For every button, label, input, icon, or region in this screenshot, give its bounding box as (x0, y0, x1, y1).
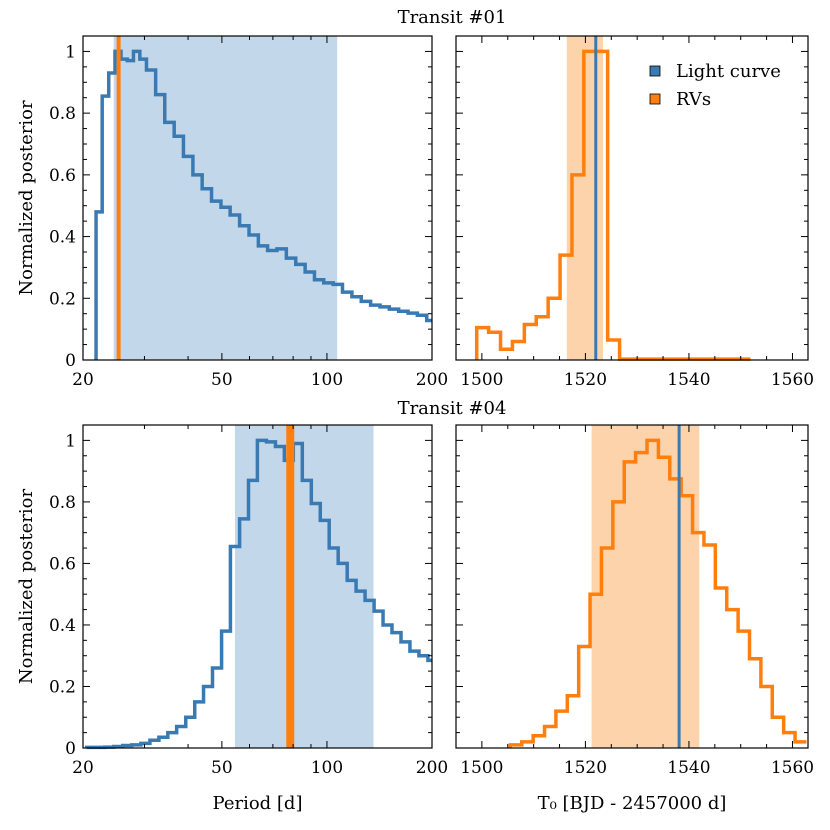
posterior-histogram-line (508, 438, 807, 748)
x-tick-label: 200 (416, 758, 448, 778)
x-tick-label: 50 (211, 758, 233, 778)
row-title-transit-01: Transit #01 (398, 7, 507, 28)
credible-interval-band (591, 425, 700, 748)
posterior-histogram-line (94, 49, 432, 360)
y-axis-label: Normalized posterior (16, 489, 37, 685)
x-axis-label: T₀ [BJD - 2457000 d] (538, 793, 727, 814)
x-tick-label: 20 (72, 370, 94, 390)
y-tick-label: 1 (65, 42, 76, 62)
panel-period-transit-01: 20 50 100 200 0 0.2 0.4 0.6 0.8 1 Normalized poste… (16, 35, 448, 390)
y-tick-label: 0.2 (49, 289, 76, 309)
x-tick-label: 1540 (667, 758, 710, 778)
x-tick-label: 200 (416, 370, 448, 390)
axes-frame (82, 35, 433, 361)
x-tick-label: 100 (311, 758, 343, 778)
credible-interval-band (113, 36, 338, 360)
y-axis-label: Normalized posterior (16, 100, 37, 296)
x-tick-label: 1560 (771, 758, 814, 778)
y-tick-label: 0.2 (49, 677, 76, 697)
x-tick-label: 50 (211, 370, 233, 390)
y-tick-label: 0.6 (49, 554, 76, 574)
axes-frame (455, 424, 809, 749)
y-tick-label: 0.6 (49, 166, 76, 186)
posterior-histogram-line (474, 49, 751, 361)
legend-label: RVs (676, 89, 711, 110)
axes-frame (82, 424, 433, 749)
panel-t0-transit-01: 1500 1520 1540 1560 Light curve RVs (455, 35, 814, 390)
axes-frame (455, 35, 809, 361)
x-tick-label: 1500 (460, 370, 503, 390)
x-tick-label: 1520 (564, 370, 607, 390)
legend-swatch (649, 93, 661, 105)
panel-t0-transit-04: 1500 1520 1540 1560 T₀ [BJD - 2457000 d] (455, 424, 814, 814)
y-tick-label: 0.4 (49, 228, 76, 248)
y-tick-label: 0.8 (49, 493, 76, 513)
y-tick-label: 0 (65, 351, 76, 371)
panel-period-transit-04: 20 50 100 200 0 0.2 0.4 0.6 0.8 1 Period [d] Normal… (16, 424, 448, 814)
y-tick-label: 1 (65, 431, 76, 451)
x-tick-label: 1520 (564, 758, 607, 778)
y-tick-label: 0.8 (49, 104, 76, 124)
x-tick-label: 1500 (460, 758, 503, 778)
x-tick-label: 1560 (771, 370, 814, 390)
y-tick-label: 0 (65, 739, 76, 759)
x-tick-label: 20 (72, 758, 94, 778)
posterior-histogram-line (84, 438, 432, 750)
y-tick-label: 0.4 (49, 616, 76, 636)
legend-label: Light curve (676, 61, 781, 82)
legend-swatch (649, 65, 661, 77)
x-tick-label: 100 (311, 370, 343, 390)
x-axis-label: Period [d] (213, 793, 303, 814)
x-tick-label: 1540 (667, 370, 710, 390)
row-title-transit-04: Transit #04 (398, 398, 507, 419)
